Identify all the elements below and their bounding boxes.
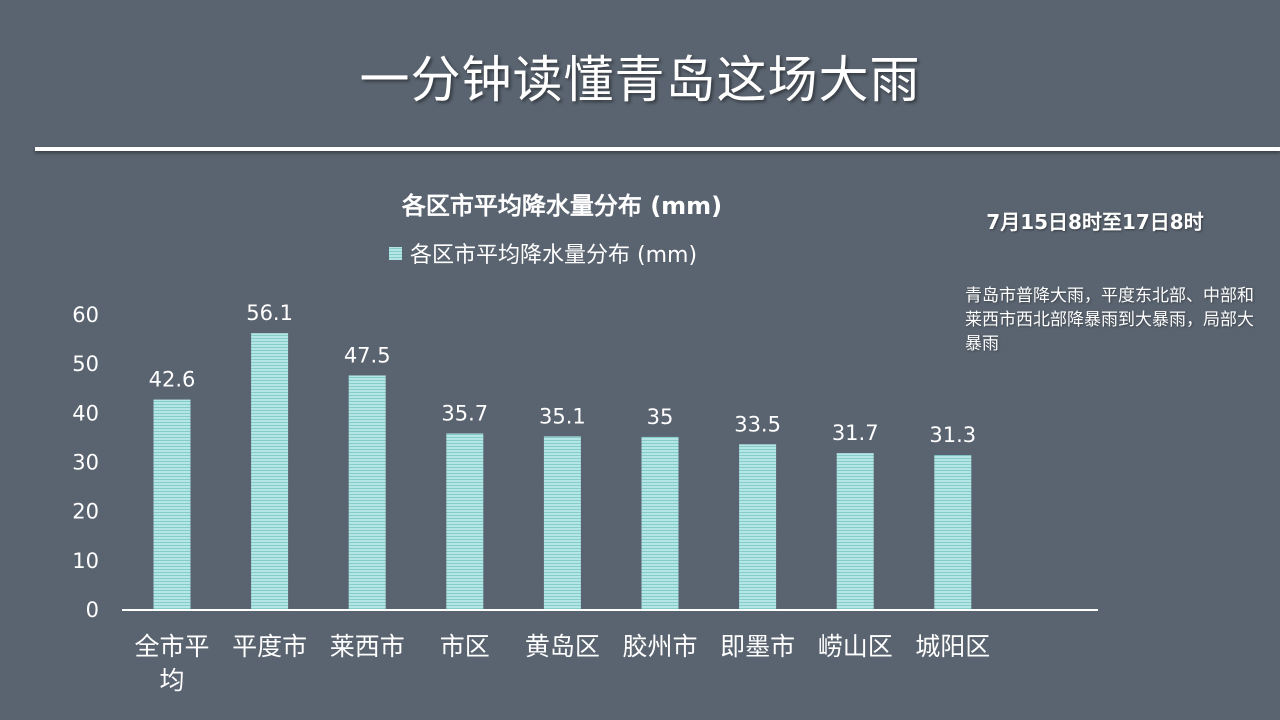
legend-swatch: [389, 247, 402, 260]
data-label-0: 42.6: [149, 368, 196, 392]
legend-label: 各区市平均降水量分布 (mm): [410, 243, 697, 268]
bar-3: [446, 433, 484, 609]
bar-1: [251, 333, 289, 609]
x-tick-label-3: 市区: [440, 632, 490, 661]
bar-0: [153, 399, 191, 609]
y-tick-label-3: 30: [72, 451, 99, 475]
x-tick-label-8: 城阳区: [915, 632, 990, 661]
data-label-4: 35.1: [539, 404, 586, 428]
y-tick-label-5: 50: [72, 352, 99, 376]
bar-5: [641, 436, 679, 609]
x-tick-label-5: 胶州市: [622, 632, 697, 661]
y-tick-label-1: 10: [72, 549, 99, 573]
data-label-1: 56.1: [246, 301, 293, 325]
y-tick-label-0: 0: [86, 598, 99, 622]
y-tick-label-4: 40: [72, 401, 99, 425]
title-divider: [35, 147, 1280, 151]
data-label-8: 31.3: [929, 423, 976, 447]
data-label-6: 33.5: [734, 412, 781, 436]
bar-4: [543, 436, 581, 609]
x-tick-label-2: 莱西市: [330, 632, 405, 661]
x-tick-label-1: 平度市: [232, 632, 307, 661]
y-tick-label-2: 20: [72, 500, 99, 524]
x-tick-label-0-line-0: 全市平: [134, 632, 209, 661]
data-label-7: 31.7: [832, 421, 879, 445]
x-tick-label-6: 即墨市: [720, 632, 795, 661]
x-tick-label-7: 崂山区: [818, 632, 893, 661]
x-tick-label-4: 黄岛区: [525, 632, 600, 661]
chart-title: 各区市平均降水量分布 (mm): [401, 192, 722, 220]
bar-7: [836, 453, 874, 609]
bar-6: [739, 444, 777, 609]
data-label-2: 47.5: [344, 343, 391, 367]
rainfall-description: 青岛市普降大雨，平度东北部、中部和莱西市西北部降暴雨到大暴雨，局部大暴雨: [965, 286, 1254, 354]
slide-title: 一分钟读懂青岛这场大雨: [359, 51, 921, 109]
date-range-label: 7月15日8时至17日8时: [986, 210, 1204, 234]
x-tick-label-0-line-1: 均: [159, 666, 184, 695]
bar-2: [348, 375, 386, 609]
bar-8: [934, 455, 972, 609]
y-tick-label-6: 60: [72, 303, 99, 327]
chart-legend: 各区市平均降水量分布 (mm): [389, 243, 697, 268]
data-label-3: 35.7: [441, 401, 488, 425]
data-label-5: 35: [647, 405, 674, 429]
